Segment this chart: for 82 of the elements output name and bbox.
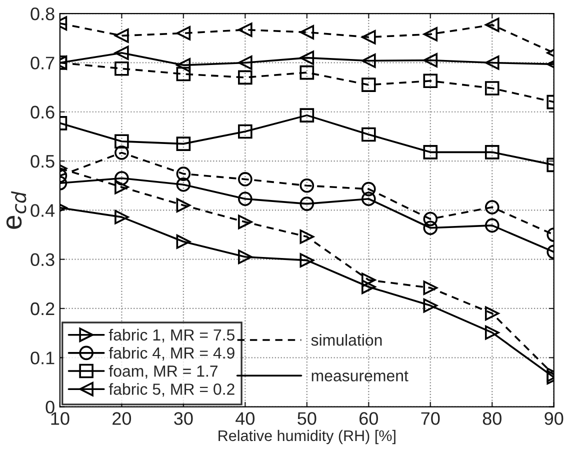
y-tick-label: 0.3 (30, 253, 54, 266)
point (361, 30, 376, 44)
point (300, 108, 314, 122)
point (300, 253, 314, 268)
legend-label: foam, MR = 1.7 (108, 365, 218, 379)
point (423, 212, 438, 226)
point (423, 145, 438, 160)
point (361, 78, 376, 92)
x-tick-label: 40 (236, 412, 255, 425)
point (238, 192, 252, 206)
annotation: measurement (312, 370, 408, 382)
point (484, 145, 500, 160)
point (361, 280, 376, 294)
point (484, 306, 500, 321)
point (361, 182, 376, 196)
legend-label: fabric 5, MR = 0.2 (108, 383, 234, 397)
y-tick-label: 0.1 (30, 352, 54, 364)
y-tick-label: 0 (46, 400, 54, 414)
point (423, 298, 438, 313)
point (423, 280, 438, 295)
point (176, 66, 191, 82)
x-tick-label: 90 (544, 412, 564, 425)
point (238, 172, 252, 186)
x-tick-label: 20 (112, 412, 132, 425)
point (238, 70, 252, 85)
point (423, 220, 438, 236)
y-tick-label: 0.4 (30, 204, 55, 217)
point (114, 171, 129, 186)
y-tick-label: 0.7 (30, 56, 54, 70)
point (238, 214, 252, 230)
point (423, 27, 438, 42)
legend-label: fabric 1, MR = 7.5 (108, 328, 234, 342)
point (484, 218, 500, 233)
x-tick-label: 70 (421, 412, 440, 425)
point (176, 58, 191, 72)
point (114, 61, 129, 76)
point (238, 124, 252, 139)
point (238, 56, 252, 70)
point (300, 230, 314, 244)
y-tick-label: 0.2 (30, 302, 54, 316)
point (114, 134, 129, 149)
legend-label: fabric 4, MR = 4.9 (108, 346, 234, 361)
annotation: simulation (311, 334, 382, 346)
point (176, 166, 191, 181)
point (484, 81, 500, 96)
point (300, 25, 314, 40)
point (484, 18, 500, 32)
point (114, 28, 129, 43)
x-tick-label: 50 (298, 412, 316, 425)
point (484, 325, 500, 340)
point (484, 200, 500, 214)
x-tick-label: 80 (482, 412, 502, 425)
point (361, 127, 376, 142)
point (114, 46, 129, 60)
point (238, 22, 252, 37)
x-tick-label: 60 (360, 412, 378, 425)
point (361, 192, 376, 206)
point (361, 272, 376, 288)
x-tick-label: 10 (51, 412, 70, 425)
point (114, 180, 129, 194)
x-axis-title: Relative humidity (RH) [%] (218, 430, 396, 444)
point (361, 54, 376, 68)
point (423, 53, 438, 68)
y-tick-label: 0.8 (30, 7, 54, 20)
point (300, 50, 314, 65)
point (238, 250, 252, 264)
x-tick-label: 30 (174, 412, 193, 425)
point (484, 56, 500, 70)
point (176, 234, 191, 249)
point (176, 26, 191, 40)
point (176, 136, 191, 151)
point (176, 177, 191, 192)
y-tick-label: 0.6 (30, 106, 54, 119)
point (176, 198, 191, 212)
point (423, 74, 438, 88)
point (300, 196, 314, 211)
y-axis-title: e$_{cd}$ (6, 191, 26, 229)
point (300, 178, 314, 193)
point (114, 146, 129, 160)
point (300, 65, 314, 80)
y-tick-label: 0.5 (30, 154, 54, 168)
point (114, 210, 129, 224)
